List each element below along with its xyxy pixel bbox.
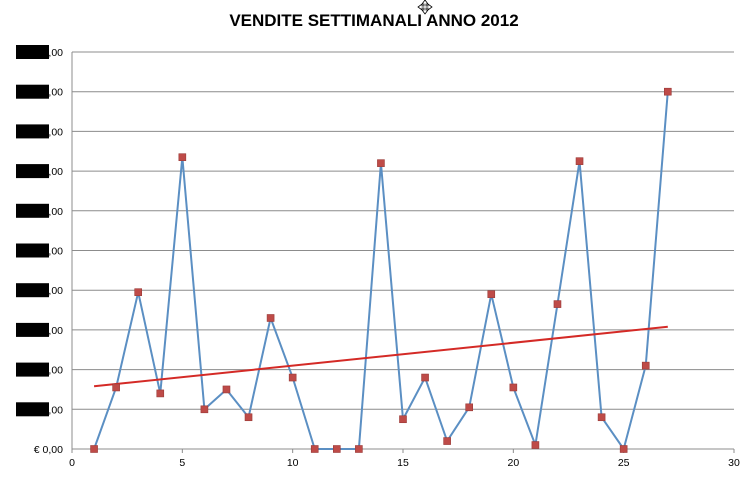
data-point [575, 157, 584, 165]
x-tick-label: 5 [179, 457, 185, 469]
data-point [156, 389, 165, 398]
data-point [178, 153, 187, 162]
axis-layer [71, 52, 735, 453]
x-tick-label: 20 [507, 457, 519, 469]
redacted-value-bar [16, 164, 49, 179]
redacted-value-bar [16, 45, 49, 59]
data-point [487, 290, 496, 298]
data-point [112, 383, 120, 392]
tick-label-layer: € 0,00€ ,00€ ,00€ ,00€ ,00€ ,00€ ,00€ ,0… [16, 45, 740, 469]
data-point [200, 405, 209, 414]
x-tick-label: 25 [618, 457, 630, 469]
data-point [266, 314, 275, 322]
chart-title: VENDITE SETTIMANALI ANNO 2012 [229, 11, 518, 30]
data-point [509, 383, 518, 392]
data-point [288, 373, 297, 382]
data-point [465, 403, 474, 412]
data-point [443, 437, 451, 445]
redacted-value-bar [16, 322, 49, 337]
x-tick-label: 0 [69, 457, 75, 469]
data-point [244, 413, 253, 422]
redacted-value-bar [16, 283, 49, 298]
series-layer [90, 87, 672, 453]
data-point [641, 361, 650, 370]
data-point [663, 87, 672, 96]
redacted-value-bar [16, 362, 49, 377]
redacted-value-bar [16, 84, 49, 99]
redacted-value-bar [16, 402, 49, 417]
data-point [531, 441, 540, 449]
data-point [332, 445, 341, 453]
data-point [619, 445, 628, 453]
trendline [93, 325, 668, 388]
x-tick-label: 15 [397, 457, 409, 469]
data-point [222, 385, 231, 394]
move-cursor-icon [417, 0, 433, 15]
x-tick-label: 10 [287, 457, 299, 469]
redacted-value-bar [16, 124, 49, 139]
data-point [134, 288, 142, 296]
x-tick-label: 30 [728, 457, 740, 469]
data-point [597, 413, 606, 422]
data-point [90, 445, 98, 453]
data-point [421, 373, 429, 382]
data-point [310, 445, 319, 453]
y-tick-label: € 0,00 [34, 444, 63, 456]
data-point [399, 415, 407, 424]
redacted-value-bar [16, 243, 49, 258]
data-point [377, 159, 385, 167]
data-point [553, 300, 562, 308]
series-line [93, 91, 669, 450]
data-point [355, 445, 363, 453]
redacted-value-bar [16, 203, 49, 218]
grid-layer [72, 51, 734, 410]
